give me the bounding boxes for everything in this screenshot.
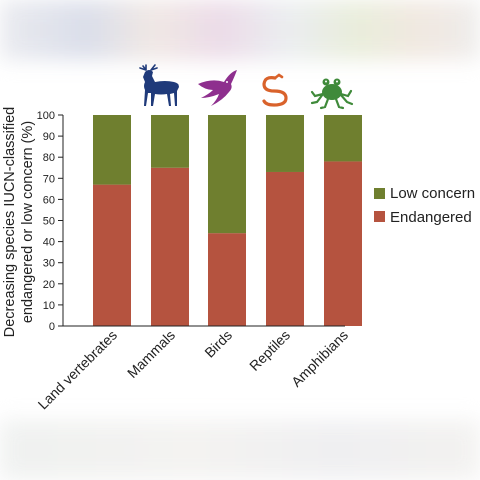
bar-low-concern-mammals (151, 115, 189, 168)
bar-endangered-birds (208, 233, 246, 326)
legend: Low concern Endangered (374, 185, 475, 226)
blurred-top-background (0, 0, 480, 60)
bar-low-concern-birds (208, 115, 246, 234)
y-tick-label-50: 50 (43, 216, 55, 228)
bar-endangered-mammals (151, 167, 189, 326)
legend-swatch-endangered (374, 211, 385, 222)
bars-group (93, 115, 362, 326)
bar-endangered-reptiles (266, 171, 304, 326)
x-tick-label-land-vertebrates: Land vertebrates (35, 327, 121, 413)
y-tick-label-100: 100 (37, 110, 55, 122)
swallow-icon (198, 70, 237, 106)
legend-label-low-concern: Low concern (390, 185, 475, 202)
y-tick-label-60: 60 (43, 194, 55, 206)
bar-low-concern-reptiles (266, 115, 304, 172)
x-tick-label-reptiles: Reptiles (246, 327, 293, 374)
y-tick-label-80: 80 (43, 152, 55, 164)
blurred-bottom-background (0, 420, 480, 480)
y-axis-label-line-1: Decreasing species IUCN-classified (2, 107, 18, 337)
deer-icon (139, 64, 179, 106)
bar-endangered-land-vertebrates (93, 184, 131, 326)
y-axis-label: Decreasing species IUCN-classified endan… (2, 107, 36, 337)
y-tick-label-10: 10 (43, 300, 55, 312)
y-ticks-group: 0 10 20 30 40 50 60 70 80 90 100 (37, 110, 63, 333)
y-axis-label-line-2: endangered or low concern (%) (20, 121, 36, 323)
bar-low-concern-land-vertebrates (93, 115, 131, 185)
legend-swatch-low-concern (374, 188, 385, 199)
y-tick-label-70: 70 (43, 173, 55, 185)
y-tick-label-30: 30 (43, 258, 55, 270)
y-tick-label-20: 20 (43, 279, 55, 291)
category-labels-group: Land vertebrates Mammals Birds ReptilesAmph… (35, 327, 352, 413)
legend-label-endangered: Endangered (390, 209, 472, 226)
frog-icon (310, 78, 354, 110)
bar-endangered-amphibians (324, 161, 362, 326)
bar-low-concern-amphibians (324, 115, 362, 162)
x-tick-label-amphibians: Amphibians (288, 327, 351, 390)
y-tick-label-40: 40 (43, 237, 55, 249)
x-tick-label-mammals: Mammals (124, 327, 178, 381)
snake-icon (262, 73, 288, 107)
y-tick-label-90: 90 (43, 131, 55, 143)
y-tick-label-0: 0 (49, 321, 55, 333)
x-tick-label-birds: Birds (201, 327, 235, 361)
